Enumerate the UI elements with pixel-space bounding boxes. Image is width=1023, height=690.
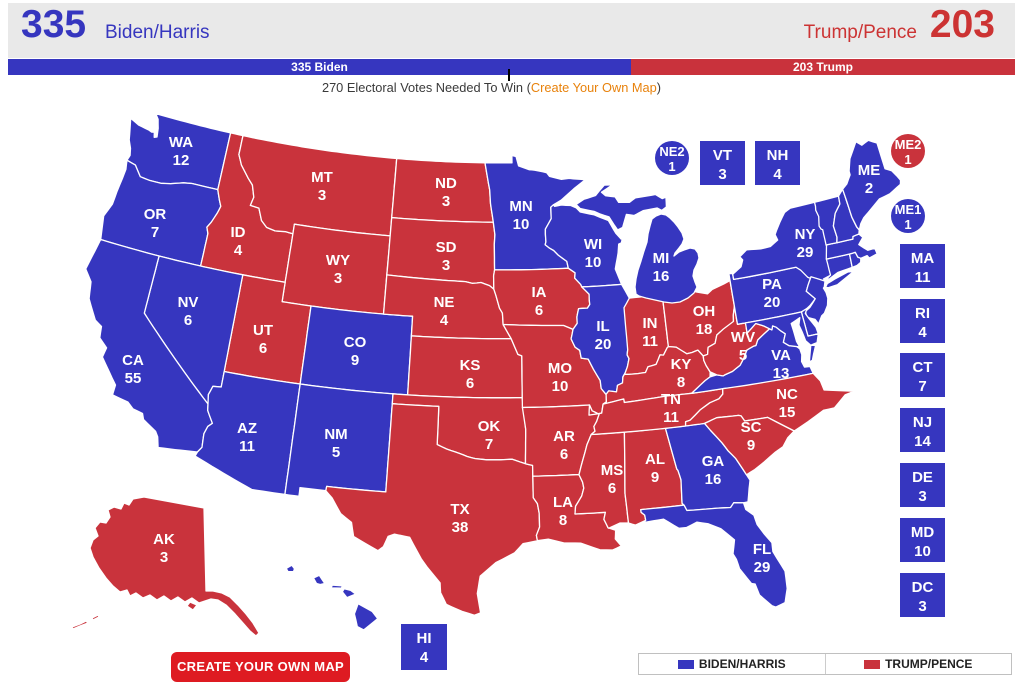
- svg-text:ID4: ID 4: [231, 224, 246, 259]
- svg-text:IA6: IA 6: [532, 284, 547, 319]
